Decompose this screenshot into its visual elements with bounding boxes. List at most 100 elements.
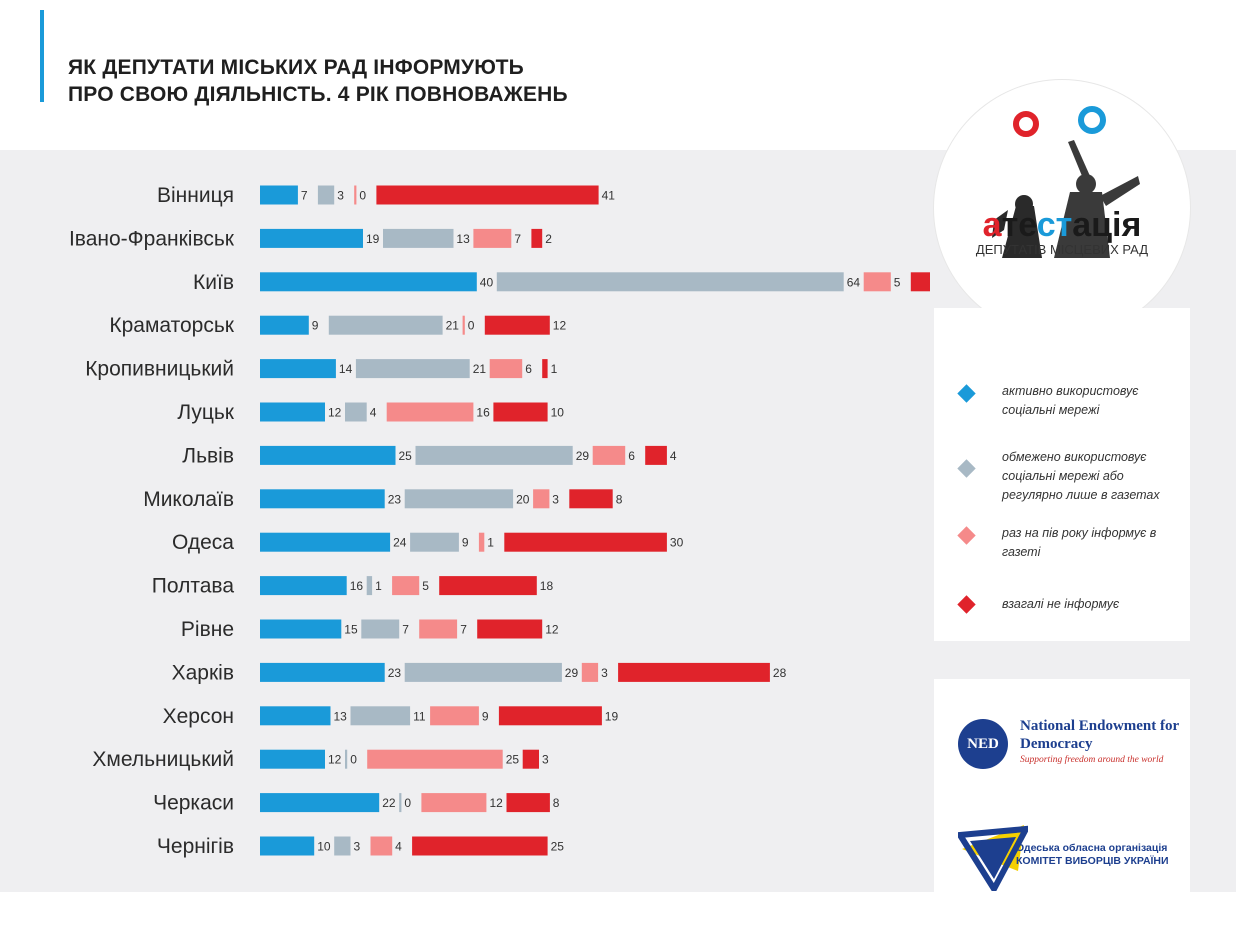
bar-segment	[531, 228, 543, 248]
bar-segment	[260, 619, 342, 639]
bar-segment	[260, 359, 336, 379]
value-label: 12	[328, 753, 342, 767]
bar-segment	[317, 185, 335, 205]
legend-label: взагалі не інформує	[1002, 597, 1120, 611]
bar-segment	[260, 793, 380, 813]
bar-segment	[399, 793, 402, 813]
value-label: 3	[337, 189, 344, 203]
legend-diamond-icon	[957, 384, 976, 403]
bar-segment	[370, 836, 393, 856]
bar-segment	[430, 706, 479, 726]
value-label: 0	[468, 319, 475, 333]
city-label: Кропивницький	[85, 358, 234, 381]
value-label: 3	[354, 840, 361, 854]
bar-segment	[328, 315, 443, 335]
bar-segment	[334, 836, 351, 856]
value-label: 16	[350, 579, 364, 593]
bar-segment	[392, 576, 420, 596]
bar-segment	[260, 272, 477, 292]
bar-segment	[260, 315, 309, 335]
bar-segment	[493, 402, 548, 422]
bar-segment	[863, 272, 891, 292]
city-label: Хмельницький	[92, 748, 234, 771]
bar-segment	[260, 836, 315, 856]
value-label: 4	[370, 406, 377, 420]
kvu-logo-icon	[958, 825, 1028, 891]
bar-segment	[484, 315, 550, 335]
title-accent-bar	[40, 10, 44, 102]
bar-segment	[419, 619, 458, 639]
value-label: 14	[339, 362, 353, 376]
bar-segment	[478, 532, 485, 552]
bar-segment	[345, 749, 348, 769]
value-label: 7	[402, 623, 409, 637]
value-label: 22	[382, 796, 396, 810]
logo-badge	[934, 80, 1190, 336]
bar-segment	[260, 576, 347, 596]
value-label: 1	[487, 536, 494, 550]
bar-segment	[477, 619, 543, 639]
bar-segment	[506, 793, 550, 813]
legend-diamond-icon	[957, 595, 976, 614]
city-label: Черкаси	[153, 792, 234, 815]
value-label: 25	[551, 840, 565, 854]
value-label: 25	[506, 753, 520, 767]
value-label: 21	[446, 319, 460, 333]
bar-segment	[592, 445, 626, 465]
red-ring-icon	[1013, 111, 1039, 137]
kvu-line-1: Одеська обласна організація	[1016, 842, 1168, 854]
value-label: 19	[605, 709, 619, 723]
bar-segment	[260, 662, 385, 682]
bar-segment	[498, 706, 602, 726]
value-label: 13	[456, 232, 470, 246]
value-label: 5	[894, 275, 901, 289]
city-label: Харків	[172, 661, 234, 684]
value-label: 4	[670, 449, 677, 463]
value-label: 19	[366, 232, 380, 246]
value-label: 0	[350, 753, 357, 767]
blue-ring-icon	[1078, 106, 1106, 134]
ned-logo-icon: NED	[958, 719, 1008, 769]
value-label: 23	[388, 666, 402, 680]
bar-segment	[533, 489, 550, 509]
bar-segment	[260, 228, 363, 248]
value-label: 13	[334, 709, 348, 723]
value-label: 9	[462, 536, 469, 550]
bar-segment	[415, 445, 573, 465]
value-label: 28	[773, 666, 787, 680]
value-label: 5	[422, 579, 429, 593]
city-label: Вінниця	[157, 184, 234, 207]
ned-abbr: NED	[967, 736, 999, 752]
value-label: 9	[482, 709, 489, 723]
value-label: 15	[344, 623, 358, 637]
value-label: 12	[545, 623, 559, 637]
bar-segment	[404, 489, 514, 509]
bar-segment	[522, 749, 539, 769]
value-label: 8	[616, 492, 623, 506]
value-label: 12	[490, 796, 504, 810]
value-label: 12	[328, 406, 342, 420]
value-label: 0	[359, 189, 366, 203]
left-figure-icon	[992, 195, 1042, 258]
value-label: 40	[480, 275, 494, 289]
value-label: 64	[847, 275, 861, 289]
value-label: 10	[317, 840, 331, 854]
value-label: 7	[301, 189, 308, 203]
value-label: 6	[628, 449, 635, 463]
title-line-1: ЯК ДЕПУТАТИ МІСЬКИХ РАД ІНФОРМУЮТЬ	[68, 56, 524, 79]
value-label: 18	[540, 579, 554, 593]
legend: активно використовує соціальні мережі об…	[934, 308, 1190, 641]
bar-segment	[421, 793, 487, 813]
value-label: 16	[476, 406, 490, 420]
value-label: 0	[404, 796, 411, 810]
bar-segment	[367, 749, 503, 769]
value-label: 25	[399, 449, 413, 463]
bar-segment	[376, 185, 599, 205]
kvu-line-2: КОМІТЕТ ВИБОРЦІВ УКРАЇНИ	[1016, 855, 1169, 867]
city-label: Івано-Франківськ	[69, 227, 235, 250]
value-label: 9	[312, 319, 319, 333]
bar-segment	[260, 402, 325, 422]
value-label: 7	[514, 232, 521, 246]
bar-segment	[581, 662, 599, 682]
value-label: 1	[551, 362, 558, 376]
